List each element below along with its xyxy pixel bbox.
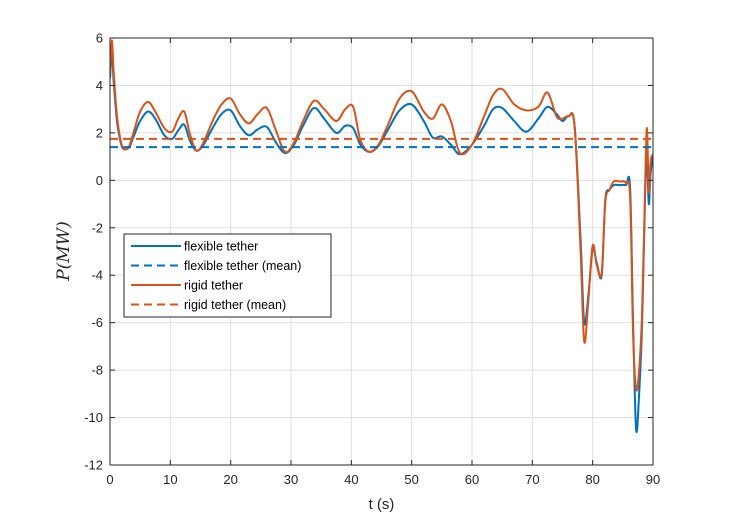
y-tick-label: -8 <box>91 363 103 378</box>
x-axis-label: t (s) <box>369 496 395 513</box>
y-tick-label: -12 <box>84 458 103 473</box>
legend-label-rigid-tether-mean: rigid tether (mean) <box>184 298 286 312</box>
x-tick-label: 90 <box>646 472 660 487</box>
x-tick-label: 20 <box>223 472 237 487</box>
axes-box <box>109 37 654 466</box>
y-tick-label: -10 <box>84 410 103 425</box>
legend: flexible tether flexible tether (mean) rig… <box>123 233 332 318</box>
x-tick-label: 50 <box>404 472 418 487</box>
y-tick-label: 4 <box>96 78 103 93</box>
legend-label-flexible-tether-mean: flexible tether (mean) <box>184 259 301 273</box>
x-tick-label: 70 <box>525 472 539 487</box>
x-tick-label: 10 <box>163 472 177 487</box>
x-tick-label: 30 <box>284 472 298 487</box>
series-lines <box>110 39 653 434</box>
y-axis-label: P(MW) <box>54 221 74 282</box>
y-tick-label: 2 <box>96 125 103 140</box>
x-tick-label: 40 <box>344 472 358 487</box>
x-tick-label: 0 <box>106 472 113 487</box>
grid <box>109 37 654 466</box>
y-tick-label: 6 <box>96 31 103 46</box>
legend-box <box>123 233 332 318</box>
y-tick-label: -6 <box>91 315 103 330</box>
ticks: 0 10 20 30 40 50 60 70 80 90 -12 -10 -8 -6 -4 -2 0 2 4 6 <box>84 31 660 488</box>
legend-label-rigid-tether: rigid tether <box>184 279 243 293</box>
x-tick-label: 60 <box>465 472 479 487</box>
series-line-rigid-tether <box>110 39 653 392</box>
y-tick-label: -2 <box>91 220 103 235</box>
legend-label-flexible-tether: flexible tether <box>184 240 258 254</box>
x-tick-label: 80 <box>585 472 599 487</box>
y-tick-label: -4 <box>91 268 103 283</box>
y-tick-label: 0 <box>96 173 103 188</box>
